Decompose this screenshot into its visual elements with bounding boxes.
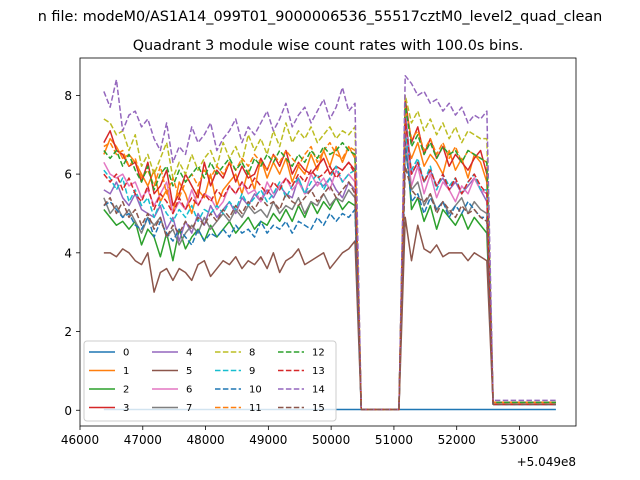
legend-label: 3 — [123, 403, 129, 414]
series-line-3 — [103, 98, 556, 411]
x-tick-label: 46000 — [61, 433, 99, 447]
x-tick-label: 50000 — [312, 433, 350, 447]
legend-label: 15 — [312, 403, 325, 414]
chart-title: Quadrant 3 module wise count rates with … — [133, 38, 524, 54]
legend-label: 14 — [312, 385, 325, 396]
y-tick-label: 8 — [64, 89, 72, 103]
x-tick-label: 52000 — [438, 433, 476, 447]
figure-suptitle: n file: modeM0/AS1A14_099T01_9000006536_… — [38, 9, 603, 25]
legend-label: 10 — [249, 385, 262, 396]
legend-label: 2 — [123, 385, 129, 396]
y-axis-ticks: 0 2 4 6 8 — [64, 89, 80, 418]
legend-label: 12 — [312, 348, 325, 359]
legend-frame — [83, 340, 337, 422]
legend-label: 8 — [249, 348, 255, 359]
legend-label: 1 — [123, 366, 129, 377]
series-line-14 — [103, 74, 556, 411]
series-lines — [103, 74, 556, 411]
y-tick-label: 6 — [64, 168, 72, 182]
y-tick-label: 0 — [64, 404, 72, 418]
legend-label: 13 — [312, 366, 325, 377]
series-line-7 — [103, 149, 556, 411]
series-line-12 — [103, 102, 556, 411]
x-tick-label: 49000 — [249, 433, 287, 447]
x-tick-label: 47000 — [124, 433, 162, 447]
x-tick-label: 51000 — [375, 433, 413, 447]
legend-label: 0 — [123, 348, 129, 359]
series-line-9 — [103, 134, 556, 411]
legend-label: 11 — [249, 403, 262, 414]
x-offset-label: +5.049e8 — [517, 455, 576, 469]
series-line-5 — [103, 216, 556, 411]
legend-label: 7 — [186, 403, 192, 414]
legend-label: 5 — [186, 366, 192, 377]
series-line-15 — [103, 165, 556, 411]
series-line-8 — [103, 94, 556, 411]
series-line-13 — [103, 118, 556, 411]
y-tick-label: 4 — [64, 246, 72, 260]
legend-label: 9 — [249, 366, 255, 377]
y-tick-label: 2 — [64, 325, 72, 339]
legend-label: 6 — [186, 385, 192, 396]
x-tick-label: 48000 — [186, 433, 224, 447]
x-tick-label: 53000 — [500, 433, 538, 447]
axes-frame — [79, 57, 577, 427]
x-axis-ticks: 46000 47000 48000 49000 50000 51000 52000 53000 — [61, 426, 539, 447]
legend-label: 4 — [186, 348, 192, 359]
